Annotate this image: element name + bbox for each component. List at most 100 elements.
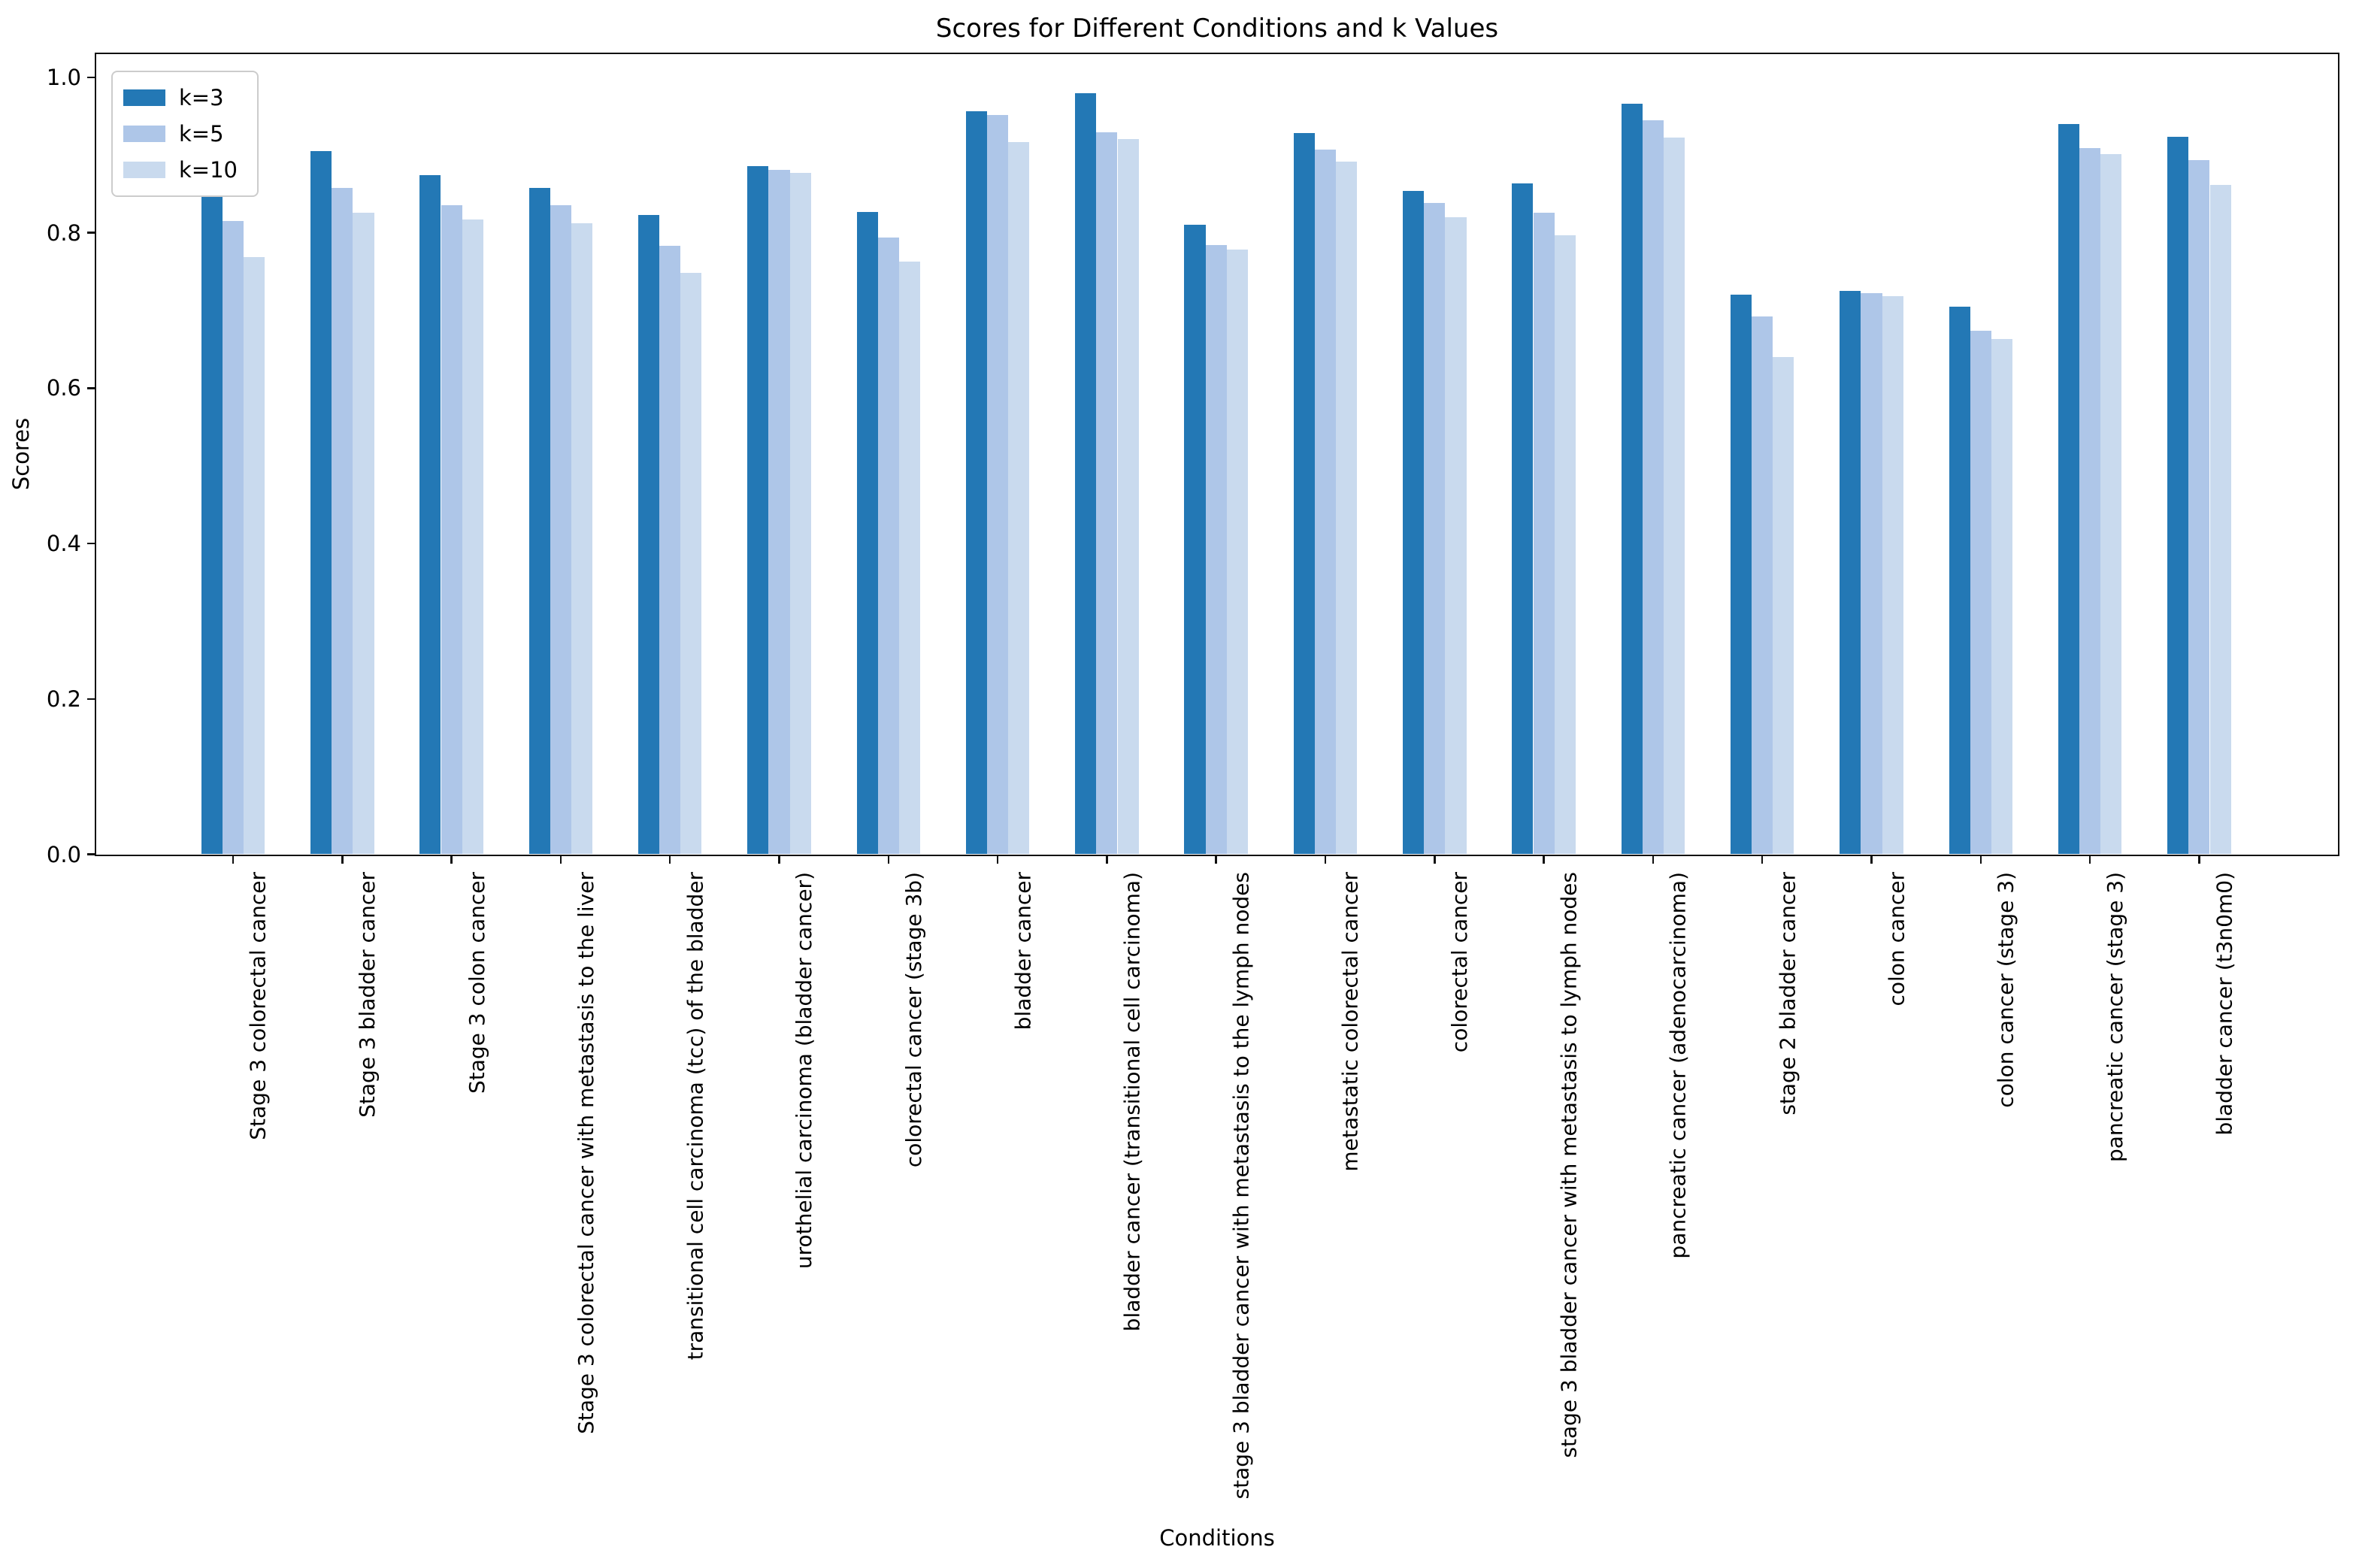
bar-k=10-group-9: [1117, 139, 1139, 854]
x-tick-mark: [1870, 854, 1873, 864]
bar-k=5-group-15: [1752, 316, 1773, 854]
bar-k=3-group-17: [1949, 307, 1970, 854]
x-tick-mark: [887, 854, 890, 864]
bar-k=10-group-12: [1445, 216, 1467, 854]
bar-k=10-group-4: [571, 222, 593, 854]
bar-k=5-group-1: [222, 220, 244, 854]
legend-swatch-k=5: [123, 126, 165, 142]
y-tick-label: 0.8: [46, 219, 81, 246]
bar-k=5-group-19: [2188, 160, 2210, 854]
x-tick-label: stage 2 bladder cancer: [1775, 872, 1800, 1115]
bar-k=10-group-7: [898, 262, 921, 854]
bar-k=3-group-13: [1512, 183, 1534, 854]
x-tick-label: Stage 3 colorectal cancer: [246, 872, 271, 1140]
x-tick-label: Stage 3 bladder cancer: [355, 872, 380, 1118]
x-tick-label: urothelial carcinoma (bladder cancer): [792, 872, 817, 1270]
legend-label: k=5: [179, 121, 224, 147]
bar-k=10-group-5: [680, 272, 702, 854]
bar-k=3-group-2: [310, 150, 332, 854]
bar-k=10-group-14: [1664, 138, 1685, 854]
bar-k=3-group-11: [1293, 132, 1315, 854]
x-tick-mark: [341, 854, 344, 864]
bar-k=3-group-7: [856, 212, 878, 854]
x-tick-mark: [668, 854, 671, 864]
bar-k=5-group-14: [1642, 120, 1664, 854]
x-tick-mark: [778, 854, 780, 864]
bar-k=10-group-17: [1991, 338, 2013, 854]
x-tick-mark: [1543, 854, 1545, 864]
bar-k=10-group-2: [353, 213, 374, 854]
x-tick-mark: [2198, 854, 2200, 864]
bar-k=5-group-7: [877, 238, 899, 854]
x-tick-label: Stage 3 colorectal cancer with metastasi…: [573, 872, 598, 1434]
x-tick-mark: [450, 854, 453, 864]
bar-k=3-group-15: [1730, 294, 1752, 854]
y-tick-mark: [87, 232, 96, 234]
chart-title: Scores for Different Conditions and k Va…: [935, 14, 1499, 44]
bar-k=3-group-10: [1184, 224, 1206, 854]
bar-k=5-group-3: [441, 205, 462, 854]
bar-k=10-group-18: [2100, 153, 2122, 854]
x-axis-label: Conditions: [1159, 1525, 1275, 1551]
bar-k=3-group-1: [201, 186, 223, 854]
x-tick-label: transitional cell carcinoma (tcc) of the…: [683, 872, 708, 1361]
x-tick-label: stage 3 bladder cancer with metastasis t…: [1556, 872, 1582, 1458]
y-tick-label: 0.6: [46, 375, 81, 401]
x-tick-label: colon cancer: [1884, 872, 1909, 1006]
x-tick-label: colon cancer (stage 3): [1993, 872, 2018, 1108]
bar-k=3-group-18: [2058, 123, 2079, 854]
bar-k=3-group-9: [1075, 93, 1097, 854]
bar-k=3-group-5: [637, 215, 660, 854]
x-tick-mark: [1979, 854, 1982, 864]
legend-label: k=10: [179, 157, 238, 183]
bar-k=10-group-8: [1008, 142, 1030, 854]
x-tick-label: bladder cancer (transitional cell carcin…: [1119, 872, 1145, 1332]
legend-swatch-k=10: [123, 162, 165, 178]
bar-k=10-group-11: [1336, 162, 1358, 854]
x-tick-mark: [2088, 854, 2091, 864]
bar-k=5-group-6: [768, 169, 790, 854]
y-tick-mark: [87, 698, 96, 701]
x-tick-label: pancreatic cancer (adenocarcinoma): [1665, 872, 1691, 1259]
y-tick-mark: [87, 387, 96, 389]
bar-k=10-group-1: [244, 257, 265, 854]
bar-k=3-group-16: [1840, 290, 1861, 854]
bar-k=5-group-5: [659, 245, 681, 854]
bar-k=3-group-6: [747, 166, 769, 854]
bar-k=10-group-3: [462, 219, 483, 854]
bar-k=5-group-12: [1424, 202, 1446, 854]
bar-k=5-group-16: [1861, 292, 1882, 854]
x-tick-mark: [1652, 854, 1655, 864]
y-tick-label: 1.0: [46, 65, 81, 90]
bar-k=5-group-18: [2079, 147, 2101, 854]
x-tick-mark: [232, 854, 235, 864]
bar-k=10-group-16: [1882, 295, 1903, 854]
x-tick-label: metastatic colorectal cancer: [1338, 872, 1363, 1172]
legend-item-k=3: k=3: [123, 80, 238, 116]
legend-item-k=10: k=10: [123, 152, 238, 188]
bar-k=10-group-15: [1773, 356, 1794, 854]
y-tick-mark: [87, 542, 96, 545]
legend-item-k=5: k=5: [123, 116, 238, 152]
bar-k=10-group-13: [1554, 235, 1576, 854]
bar-k=5-group-17: [1970, 331, 1991, 854]
bar-k=3-group-14: [1621, 103, 1643, 854]
legend: k=3 k=5 k=10: [111, 71, 259, 197]
x-tick-mark: [1215, 854, 1217, 864]
bars-layer: [96, 54, 2338, 854]
bar-k=10-group-6: [789, 172, 811, 854]
x-tick-label: pancreatic cancer (stage 3): [2103, 872, 2128, 1163]
bar-k=3-group-19: [2167, 137, 2189, 854]
bar-k=5-group-13: [1533, 213, 1555, 854]
x-tick-mark: [1324, 854, 1327, 864]
legend-swatch-k=3: [123, 89, 165, 106]
y-tick-label: 0.4: [46, 531, 81, 557]
x-tick-mark: [1106, 854, 1108, 864]
x-tick-label: stage 3 bladder cancer with metastasis t…: [1228, 872, 1254, 1500]
x-tick-mark: [1761, 854, 1764, 864]
x-tick-mark: [996, 854, 999, 864]
y-tick-mark: [87, 76, 96, 79]
bar-k=5-group-10: [1205, 244, 1227, 854]
bar-k=3-group-3: [419, 174, 441, 854]
